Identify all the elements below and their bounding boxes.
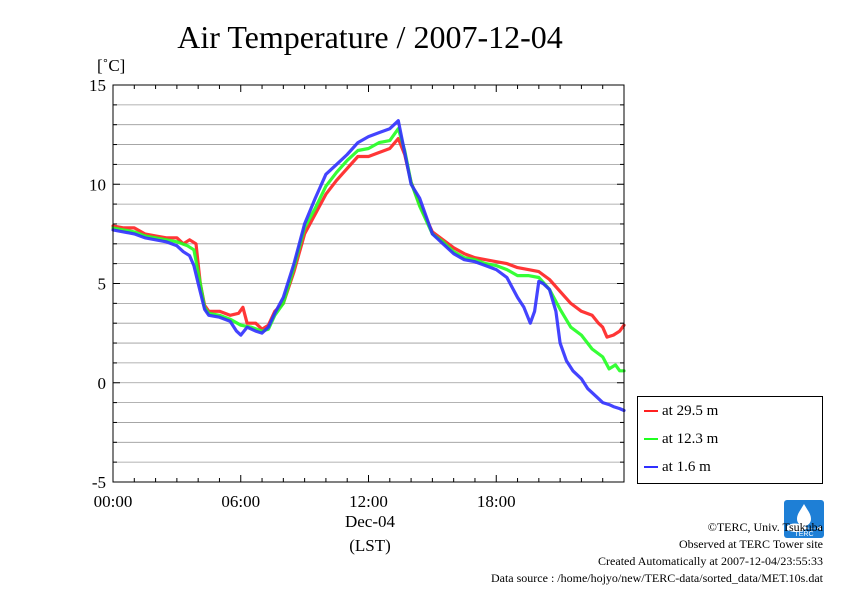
x-axis-timezone-label: (LST) <box>349 536 391 555</box>
legend-item-12-3m: at 12.3 m <box>644 429 718 449</box>
copyright-text: ©TERC, Univ. Tsukuba <box>707 520 823 534</box>
x-tick-label: 12:00 <box>349 492 388 511</box>
logo-text: TERC <box>794 531 813 538</box>
terc-logo-icon: TERC <box>784 500 824 538</box>
legend-swatch-red <box>644 410 658 412</box>
data-source-text: Data source : /home/hojyo/new/TERC-data/… <box>490 571 823 585</box>
x-axis-date-label: Dec-04 <box>345 512 396 531</box>
legend-item-29-5m: at 29.5 m <box>644 401 718 421</box>
x-tick-label: 18:00 <box>477 492 516 511</box>
grid-lines <box>113 104 624 463</box>
chart-title: Air Temperature / 2007-12-04 <box>177 19 563 55</box>
legend-label: at 29.5 m <box>662 402 719 419</box>
legend-swatch-blue <box>644 466 658 468</box>
series-lines <box>111 119 626 413</box>
y-tick-label: 0 <box>98 374 107 393</box>
y-tick-label: -5 <box>92 473 106 492</box>
series-line-2 <box>111 127 626 373</box>
created-timestamp-text: Created Automatically at 2007-12-04/23:5… <box>598 554 823 568</box>
legend-item-1-6m: at 1.6 m <box>644 457 711 477</box>
legend-label: at 1.6 m <box>662 458 711 475</box>
legend-label: at 12.3 m <box>662 430 719 447</box>
y-tick-label: 5 <box>98 275 107 294</box>
y-axis-unit-label: [˚C] <box>97 56 125 75</box>
series-line-1 <box>111 137 626 339</box>
axis-ticks: 15 10 5 0 -500:00 06:00 12:00 18:00 <box>89 76 625 511</box>
legend-swatch-green <box>644 438 658 440</box>
y-tick-label: 10 <box>89 175 106 194</box>
observation-site-text: Observed at TERC Tower site <box>678 537 823 551</box>
y-tick-label: 15 <box>89 76 106 95</box>
legend: at 29.5 m at 12.3 m at 1.6 m <box>637 396 823 484</box>
series-line-3 <box>111 119 626 413</box>
x-tick-label: 00:00 <box>94 492 133 511</box>
x-tick-label: 06:00 <box>221 492 260 511</box>
